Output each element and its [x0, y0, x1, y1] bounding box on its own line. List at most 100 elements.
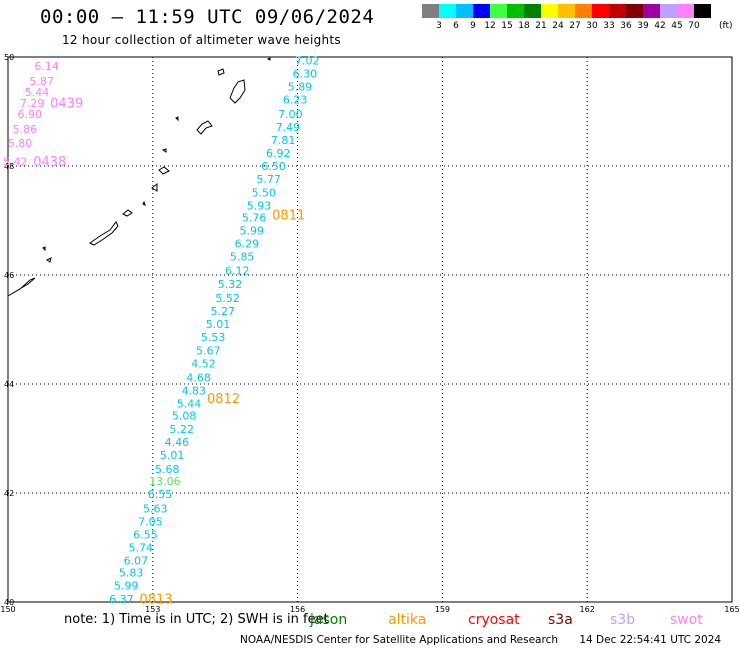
- swh-value-label: 7.81: [271, 134, 296, 147]
- island-outline: [196, 120, 213, 135]
- track-time-label: 0812: [207, 392, 240, 407]
- swh-value-label: 6.23: [283, 94, 308, 107]
- island-outline: [89, 221, 119, 246]
- swh-value-label: 5.83: [119, 567, 144, 580]
- legend-label: 33: [603, 21, 615, 31]
- swh-value-label: 5.42: [3, 156, 28, 169]
- lat-tick-label: 48: [4, 162, 14, 171]
- legend-label: 70: [688, 21, 700, 31]
- swh-value-label: 5.77: [256, 173, 281, 186]
- swh-value-label: 6.07: [124, 555, 149, 568]
- swh-value-label: 5.87: [30, 75, 55, 88]
- legend-label: 30: [586, 21, 598, 31]
- track-0812: 5.325.525.275.015.535.674.524.684.835.44…: [148, 278, 242, 501]
- legend-label: 24: [552, 21, 564, 31]
- legend-label: 45: [671, 21, 683, 31]
- legend-swatch: [609, 4, 626, 18]
- coastline: [7, 57, 271, 297]
- footer-credit: NOAA/NESDIS Center for Satellite Applica…: [240, 634, 558, 646]
- swh-value-label: 5.22: [170, 423, 195, 436]
- swh-value-label: 5.86: [13, 123, 38, 136]
- island-outline: [266, 57, 271, 61]
- swh-value-label: 5.76: [242, 211, 267, 224]
- legend-swatch: [524, 4, 541, 18]
- legend-label: 21: [535, 21, 547, 31]
- track-time-label: 0439: [50, 96, 83, 111]
- lat-tick-label: 42: [4, 489, 14, 498]
- swh-value-label: 6.29: [235, 237, 260, 250]
- swh-value-label: 5.44: [25, 86, 50, 99]
- footer-timestamp: 14 Dec 22:54:41 UTC 2024: [579, 634, 722, 646]
- track-0811: 7.026.305.896.237.007.497.816.926.505.77…: [225, 54, 319, 277]
- swh-value-label: 5.99: [239, 224, 264, 237]
- page-subtitle: 12 hour collection of altimeter wave hei…: [62, 33, 341, 47]
- satellite-legend-item: altika: [388, 612, 427, 628]
- swh-value-label: 6.90: [17, 108, 42, 121]
- track-time-label: 0811: [272, 209, 305, 224]
- island-outline: [217, 68, 225, 76]
- legend-swatch: [660, 4, 677, 18]
- legend-swatch: [592, 4, 609, 18]
- swh-value-label: 5.52: [215, 292, 240, 305]
- legend-swatch: [490, 4, 507, 18]
- island-outline: [42, 246, 46, 252]
- map-gridlines: [7, 56, 733, 603]
- legend-label: 6: [453, 21, 459, 31]
- lat-tick-label: 40: [4, 598, 14, 607]
- legend-swatch: [558, 4, 575, 18]
- swh-value-label: 6.30: [293, 67, 318, 80]
- swh-value-label: 6.92: [266, 147, 291, 160]
- legend-unit: (ft): [719, 21, 733, 31]
- swh-value-label: 5.08: [172, 410, 197, 423]
- swh-value-label: 5.44: [177, 398, 202, 411]
- track-time-label: 0813: [139, 592, 172, 607]
- swh-value-label: 5.53: [201, 331, 226, 344]
- lon-tick-label: 159: [435, 605, 450, 614]
- legend-swatch: [541, 4, 558, 18]
- map-frame: [7, 56, 733, 603]
- swh-value-label: 6.12: [225, 265, 250, 278]
- legend-label: 39: [637, 21, 649, 31]
- legend-swatch: [626, 4, 643, 18]
- track-0813: 5.637.056.555.746.075.835.996.37 0813: [109, 502, 172, 607]
- swh-value-label: 4.52: [191, 357, 216, 370]
- legend-label: 12: [484, 21, 496, 31]
- satellite-legend-item: s3b: [610, 612, 636, 628]
- swh-value-label: 5.68: [155, 463, 180, 476]
- satellite-legend-item: cryosat: [468, 612, 520, 628]
- swh-value-label: 13.06: [149, 475, 181, 488]
- swh-value-label: 5.99: [114, 580, 139, 593]
- swh-value-label: 5.93: [247, 199, 272, 212]
- swh-value-label: 6.14: [34, 60, 59, 73]
- island-outline: [46, 257, 52, 263]
- legend-label: 27: [569, 21, 581, 31]
- swh-value-label: 4.83: [182, 385, 207, 398]
- island-outline: [122, 209, 133, 217]
- lon-tick-label: 165: [724, 605, 739, 614]
- legend-label: 36: [620, 21, 632, 31]
- page-title: 00:00 – 11:59 UTC 09/06/2024: [40, 6, 375, 28]
- island-outline: [151, 182, 158, 192]
- satellite-legend-item: s3a: [548, 612, 573, 628]
- legend-swatch: [575, 4, 592, 18]
- satellite-legend-item: jason: [310, 612, 348, 628]
- island-outline: [7, 277, 36, 297]
- island-outline: [142, 200, 146, 206]
- legend-label: 3: [436, 21, 442, 31]
- island-outline: [175, 116, 179, 122]
- satellite-legend-item: swot: [670, 612, 703, 628]
- track-0438: 5.80 5.42 0438: [3, 137, 66, 170]
- note-text: note: 1) Time is in UTC; 2) SWH is in fe…: [64, 612, 329, 627]
- swh-value-label: 5.01: [206, 318, 231, 331]
- swh-value-label: 6.55: [133, 529, 158, 542]
- swh-value-label: 6.50: [261, 160, 286, 173]
- swh-value-label: 6.55: [148, 488, 173, 501]
- lon-tick-label: 150: [0, 605, 15, 614]
- swh-value-label: 5.32: [218, 278, 243, 291]
- swh-value-label: 5.74: [128, 542, 153, 555]
- track-0439: 6.14 5.875.447.296.90 5.86 0439: [13, 60, 84, 136]
- swh-value-label: 7.49: [276, 121, 301, 134]
